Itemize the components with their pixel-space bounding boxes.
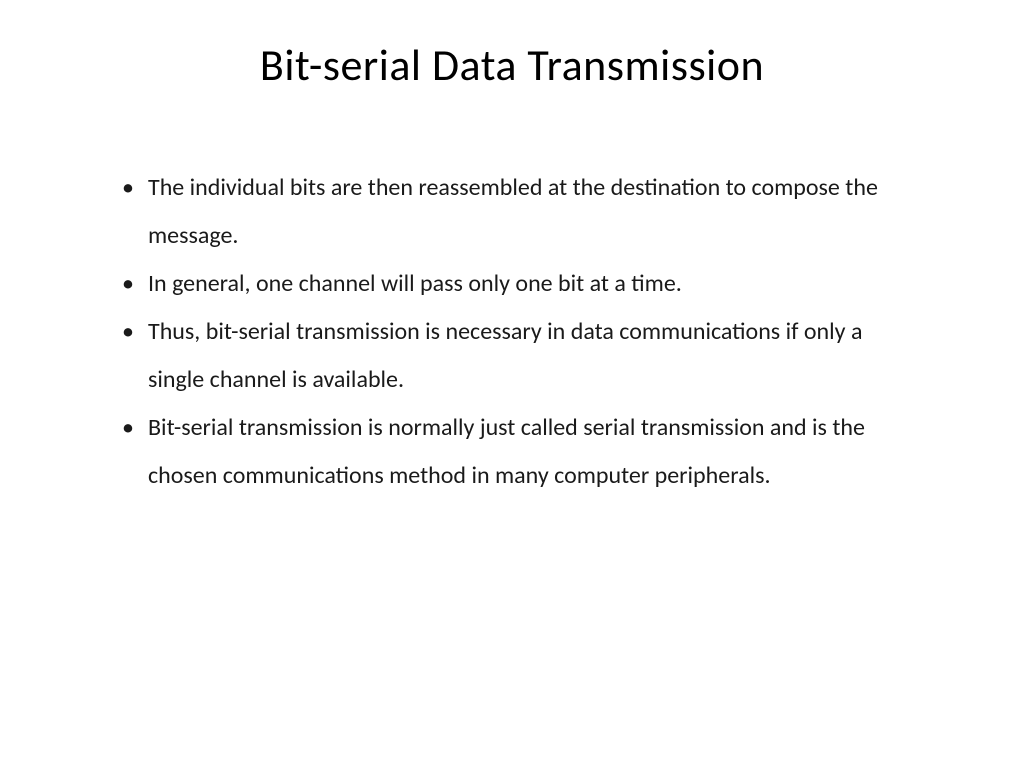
list-item: The individual bits are then reassembled… — [120, 164, 924, 260]
slide-container: Bit-serial Data Transmission The individ… — [0, 0, 1024, 768]
bullet-list: The individual bits are then reassembled… — [100, 164, 924, 500]
list-item: Bit-serial transmission is normally just… — [120, 404, 924, 500]
list-item: Thus, bit-serial transmission is necessa… — [120, 308, 924, 404]
slide-title: Bit-serial Data Transmission — [100, 38, 924, 92]
list-item: In general, one channel will pass only o… — [120, 260, 924, 308]
